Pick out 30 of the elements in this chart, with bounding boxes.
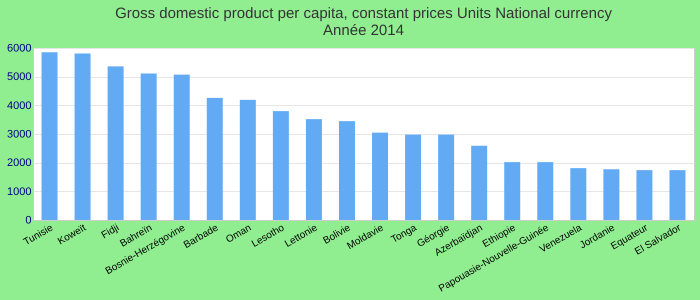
bar [636, 170, 652, 220]
bar [537, 162, 554, 220]
y-tick-label: 6000 [7, 42, 32, 54]
bar [108, 66, 124, 220]
y-tick-label: 1000 [7, 186, 32, 198]
bar [504, 162, 520, 220]
bar [471, 146, 488, 220]
bar [338, 121, 355, 220]
y-tick-label: 5000 [7, 71, 32, 84]
y-tick-label: 2000 [7, 157, 32, 170]
bar [570, 168, 586, 220]
text: Année 2014 [323, 22, 404, 39]
bar [42, 52, 58, 220]
bar [206, 98, 223, 220]
bar [174, 74, 190, 220]
bar [240, 100, 256, 220]
bar [306, 119, 322, 220]
bar [372, 132, 388, 220]
x-tick-label: Tonga [389, 222, 419, 246]
bar [74, 53, 91, 220]
bar [272, 111, 289, 220]
bar [140, 74, 157, 220]
bar [603, 169, 620, 220]
y-tick-label: 4000 [7, 100, 32, 112]
y-tick-label: 0 [25, 214, 32, 226]
text: Gross domestic product per capita, constant prices Units National currency [115, 5, 612, 22]
bar [438, 134, 454, 220]
y-tick-label: 3000 [7, 128, 32, 140]
bar [405, 134, 422, 220]
bar [669, 170, 686, 220]
